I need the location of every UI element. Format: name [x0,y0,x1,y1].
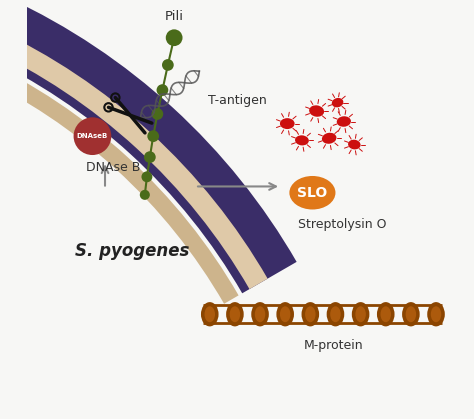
Wedge shape [0,0,297,293]
Text: M-protein: M-protein [303,339,363,352]
Ellipse shape [230,306,240,322]
Text: S. pyogenes: S. pyogenes [75,243,190,260]
Ellipse shape [352,302,369,326]
Ellipse shape [280,118,295,129]
Circle shape [152,108,163,120]
Ellipse shape [280,306,291,322]
Ellipse shape [201,302,219,326]
Text: T-antigen: T-antigen [208,94,266,107]
Text: DNAse B: DNAse B [86,161,141,174]
Circle shape [166,29,182,46]
Ellipse shape [289,176,336,210]
Circle shape [162,59,174,71]
Circle shape [73,117,111,155]
Ellipse shape [402,302,419,326]
Circle shape [141,171,152,182]
Ellipse shape [332,98,343,107]
Ellipse shape [251,302,269,326]
Wedge shape [0,59,238,304]
Circle shape [144,151,156,163]
Ellipse shape [295,135,309,145]
Ellipse shape [431,306,441,322]
Wedge shape [0,28,268,289]
Circle shape [147,130,159,142]
Ellipse shape [204,306,215,322]
Ellipse shape [337,116,351,127]
Ellipse shape [381,306,391,322]
Ellipse shape [309,105,324,117]
Text: Pili: Pili [164,10,183,23]
Ellipse shape [255,306,265,322]
Ellipse shape [348,140,361,150]
Ellipse shape [301,302,319,326]
Ellipse shape [356,306,366,322]
Ellipse shape [226,302,244,326]
Circle shape [156,84,168,96]
Ellipse shape [276,302,294,326]
Ellipse shape [305,306,316,322]
Ellipse shape [322,133,337,144]
Text: SLO: SLO [297,186,328,200]
Ellipse shape [406,306,416,322]
Ellipse shape [327,302,344,326]
Text: Streptolysin O: Streptolysin O [298,217,386,231]
Text: DNAseB: DNAseB [77,133,108,139]
Circle shape [140,190,150,200]
Ellipse shape [377,302,394,326]
Ellipse shape [330,306,341,322]
Ellipse shape [427,302,445,326]
